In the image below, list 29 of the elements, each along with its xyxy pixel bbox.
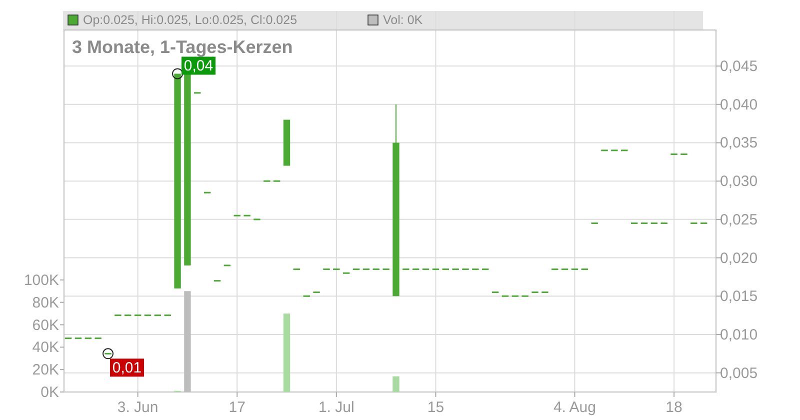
y-tick-label: 0,015 <box>720 288 758 306</box>
y-tick-label: 0,005 <box>720 364 758 382</box>
y-tick-label: 0,045 <box>720 58 758 76</box>
x-tick-label: 1. Jul <box>318 399 354 416</box>
y-tick-label: 0,010 <box>720 326 758 344</box>
y2-tick-label: 80K <box>32 294 59 312</box>
y-tick-label: 0,040 <box>720 96 758 114</box>
x-tick-label: 4. Aug <box>553 399 596 416</box>
bar <box>283 314 290 392</box>
y2-tick-label: 0K <box>40 384 59 401</box>
y2-tick-label: 100K <box>24 272 59 289</box>
x-tick-label: 3. Jun <box>117 399 158 416</box>
candlestick <box>283 120 290 166</box>
bar <box>392 376 400 392</box>
y2-tick-label: 20K <box>32 362 59 379</box>
y-tick-label: 0,030 <box>720 173 758 190</box>
x-tick-label: 17 <box>228 399 246 416</box>
candlestick <box>184 74 191 266</box>
y2-tick-label: 40K <box>32 339 59 356</box>
y-tick-label: 0,035 <box>720 134 758 152</box>
y-tick-label: 0,020 <box>720 250 758 267</box>
candlestick <box>174 74 181 288</box>
legend-label: Op:0.025, Hi:0.025, Lo:0.025, Cl:0.025 <box>83 13 298 27</box>
chart-title: 3 Monate, 1-Tages-Kerzen <box>72 37 293 57</box>
y-tick-label: 0,025 <box>720 211 758 228</box>
x-tick-label: 18 <box>666 399 682 416</box>
x-tick-label: 15 <box>427 399 444 416</box>
y2-tick-label: 60K <box>32 316 59 334</box>
legend-label: Vol: 0K <box>383 13 424 27</box>
